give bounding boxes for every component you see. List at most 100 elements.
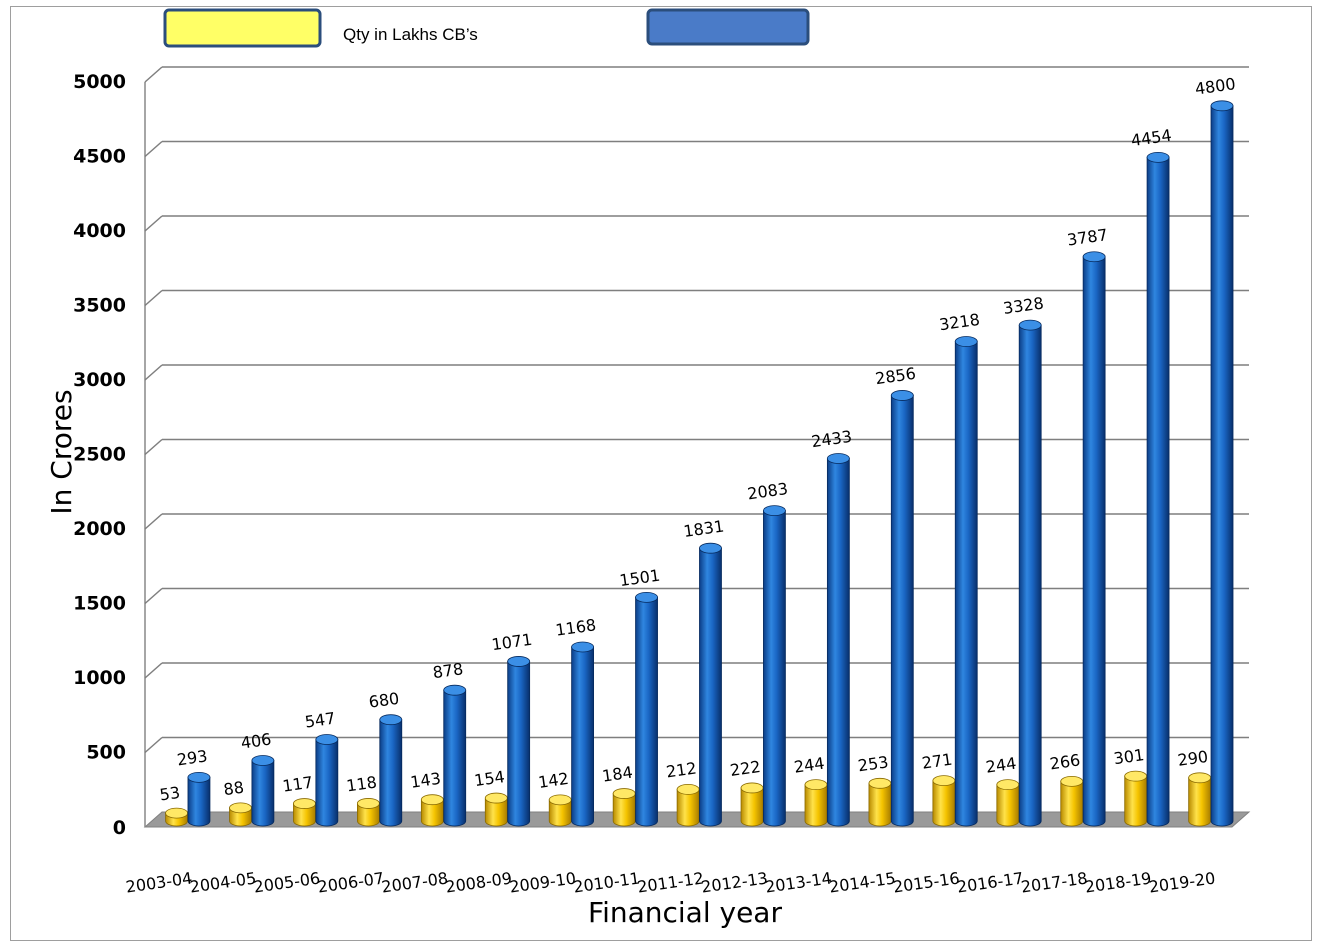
x-tick-label: 2016-17 [956, 868, 1025, 896]
bar-value-cap [379, 714, 403, 726]
bar-value-cap [315, 734, 339, 745]
bar-qty-cap [1124, 770, 1148, 782]
bar-qty [996, 779, 1020, 827]
bar-qty-cap [676, 784, 700, 795]
bar-qty-cap [548, 794, 572, 806]
data-label-value: 2083 [746, 479, 789, 503]
y-axis-title: In Crores [45, 389, 78, 514]
bar-qty-cap [229, 802, 252, 814]
bar-qty-body [740, 787, 764, 827]
bar-qty-body [1124, 775, 1148, 827]
data-label-value: 406 [240, 730, 273, 753]
bar-qty [1124, 770, 1148, 827]
x-tick-label: 2006-07 [316, 868, 385, 896]
bar-value [635, 591, 658, 827]
data-label-qty: 184 [601, 763, 634, 786]
bar-value-body [635, 596, 658, 827]
x-tick-label: 2014-15 [828, 868, 897, 896]
bar-value-cap [571, 641, 595, 653]
bar-value [443, 684, 467, 827]
bar-value [507, 656, 531, 827]
bar-value-cap [1082, 251, 1106, 263]
bar-value-cap [187, 771, 211, 783]
x-tick-label: 2015-16 [892, 868, 961, 896]
bar-qty [229, 802, 252, 827]
legend-swatch-qty [163, 8, 322, 48]
gridline-diag [144, 215, 163, 232]
x-tick-label: 2018-19 [1084, 868, 1153, 896]
x-tick-label: 2004-05 [189, 868, 258, 896]
bar-qty [676, 784, 700, 827]
legend: Qty in Lakhs CB’s [163, 8, 810, 48]
data-label-qty: 117 [281, 773, 314, 796]
bar-qty-cap [420, 794, 444, 806]
x-tick-label: 2013-14 [764, 868, 833, 896]
gridline-diag [144, 66, 163, 83]
y-tick-label: 3500 [73, 295, 126, 317]
data-label-qty: 222 [729, 757, 762, 780]
legend-label-qty: Qty in Lakhs CB’s [343, 25, 478, 44]
data-label-qty: 88 [222, 778, 245, 800]
x-axis-title: Financial year [588, 896, 782, 929]
bar-qty [548, 794, 572, 827]
y-tick-label: 0 [113, 817, 126, 839]
bar-qty [484, 792, 508, 827]
x-tick-label: 2009-10 [508, 868, 577, 896]
data-label-value: 4800 [1194, 74, 1237, 98]
data-label-value: 547 [304, 709, 337, 732]
bar-qty-body [1188, 777, 1212, 827]
bar-value-cap [1210, 100, 1234, 112]
bar-value-body [1210, 105, 1234, 827]
bar-value-body [954, 341, 978, 827]
bar-qty-body [676, 789, 700, 827]
bar-qty [1060, 775, 1084, 827]
bar-value-body [379, 719, 403, 827]
bar-value-cap [1146, 151, 1170, 163]
data-label-value: 1831 [682, 516, 725, 540]
bar-value-body [699, 547, 722, 827]
data-label-value: 2856 [874, 364, 917, 388]
bar-value [1210, 100, 1234, 827]
bar-value [954, 336, 978, 827]
data-label-qty: 244 [793, 754, 826, 777]
bar-qty-body [804, 784, 828, 827]
bar-qty-cap [868, 777, 892, 789]
bar-qty [612, 788, 636, 827]
bar-value [1018, 319, 1042, 827]
gridline-diag [144, 364, 163, 381]
bar-qty [356, 798, 380, 827]
bar-value-body [571, 646, 595, 827]
bar-qty-cap [932, 775, 956, 787]
bar-qty-cap [1060, 775, 1084, 787]
bar-qty-cap [740, 782, 764, 794]
bar-value-body [187, 776, 211, 827]
data-label-qty: 118 [345, 772, 378, 795]
data-label-value: 3328 [1002, 293, 1045, 317]
x-tick-label: 2017-18 [1020, 868, 1089, 896]
data-label-value: 4454 [1130, 126, 1173, 150]
bar-value [699, 542, 722, 827]
gridline-diag [144, 587, 163, 605]
bar-value-body [315, 739, 339, 827]
x-tick-label: 2011-12 [636, 868, 705, 896]
x-axis-categories: 2003-042004-052005-062006-072007-082008-… [125, 868, 1217, 896]
bar-qty [420, 794, 444, 827]
data-label-value: 680 [368, 689, 401, 712]
bar-value-body [826, 458, 850, 827]
gridline-diag [144, 289, 163, 307]
y-tick-label: 2500 [73, 444, 126, 466]
bar-value [1146, 151, 1170, 827]
bar-value-body [890, 395, 914, 827]
bar-value-body [443, 689, 467, 827]
data-label-qty: 253 [857, 752, 890, 775]
bar-qty-body [932, 780, 956, 827]
bar-value-cap [890, 390, 914, 401]
bar-value-cap [507, 656, 531, 667]
bar-value-cap [443, 684, 467, 696]
bar-value-cap [699, 542, 722, 554]
bar-value [251, 755, 275, 827]
bar-value-body [1018, 324, 1042, 827]
legend-swatch-value [646, 8, 810, 46]
x-tick-label: 2008-09 [444, 868, 513, 896]
